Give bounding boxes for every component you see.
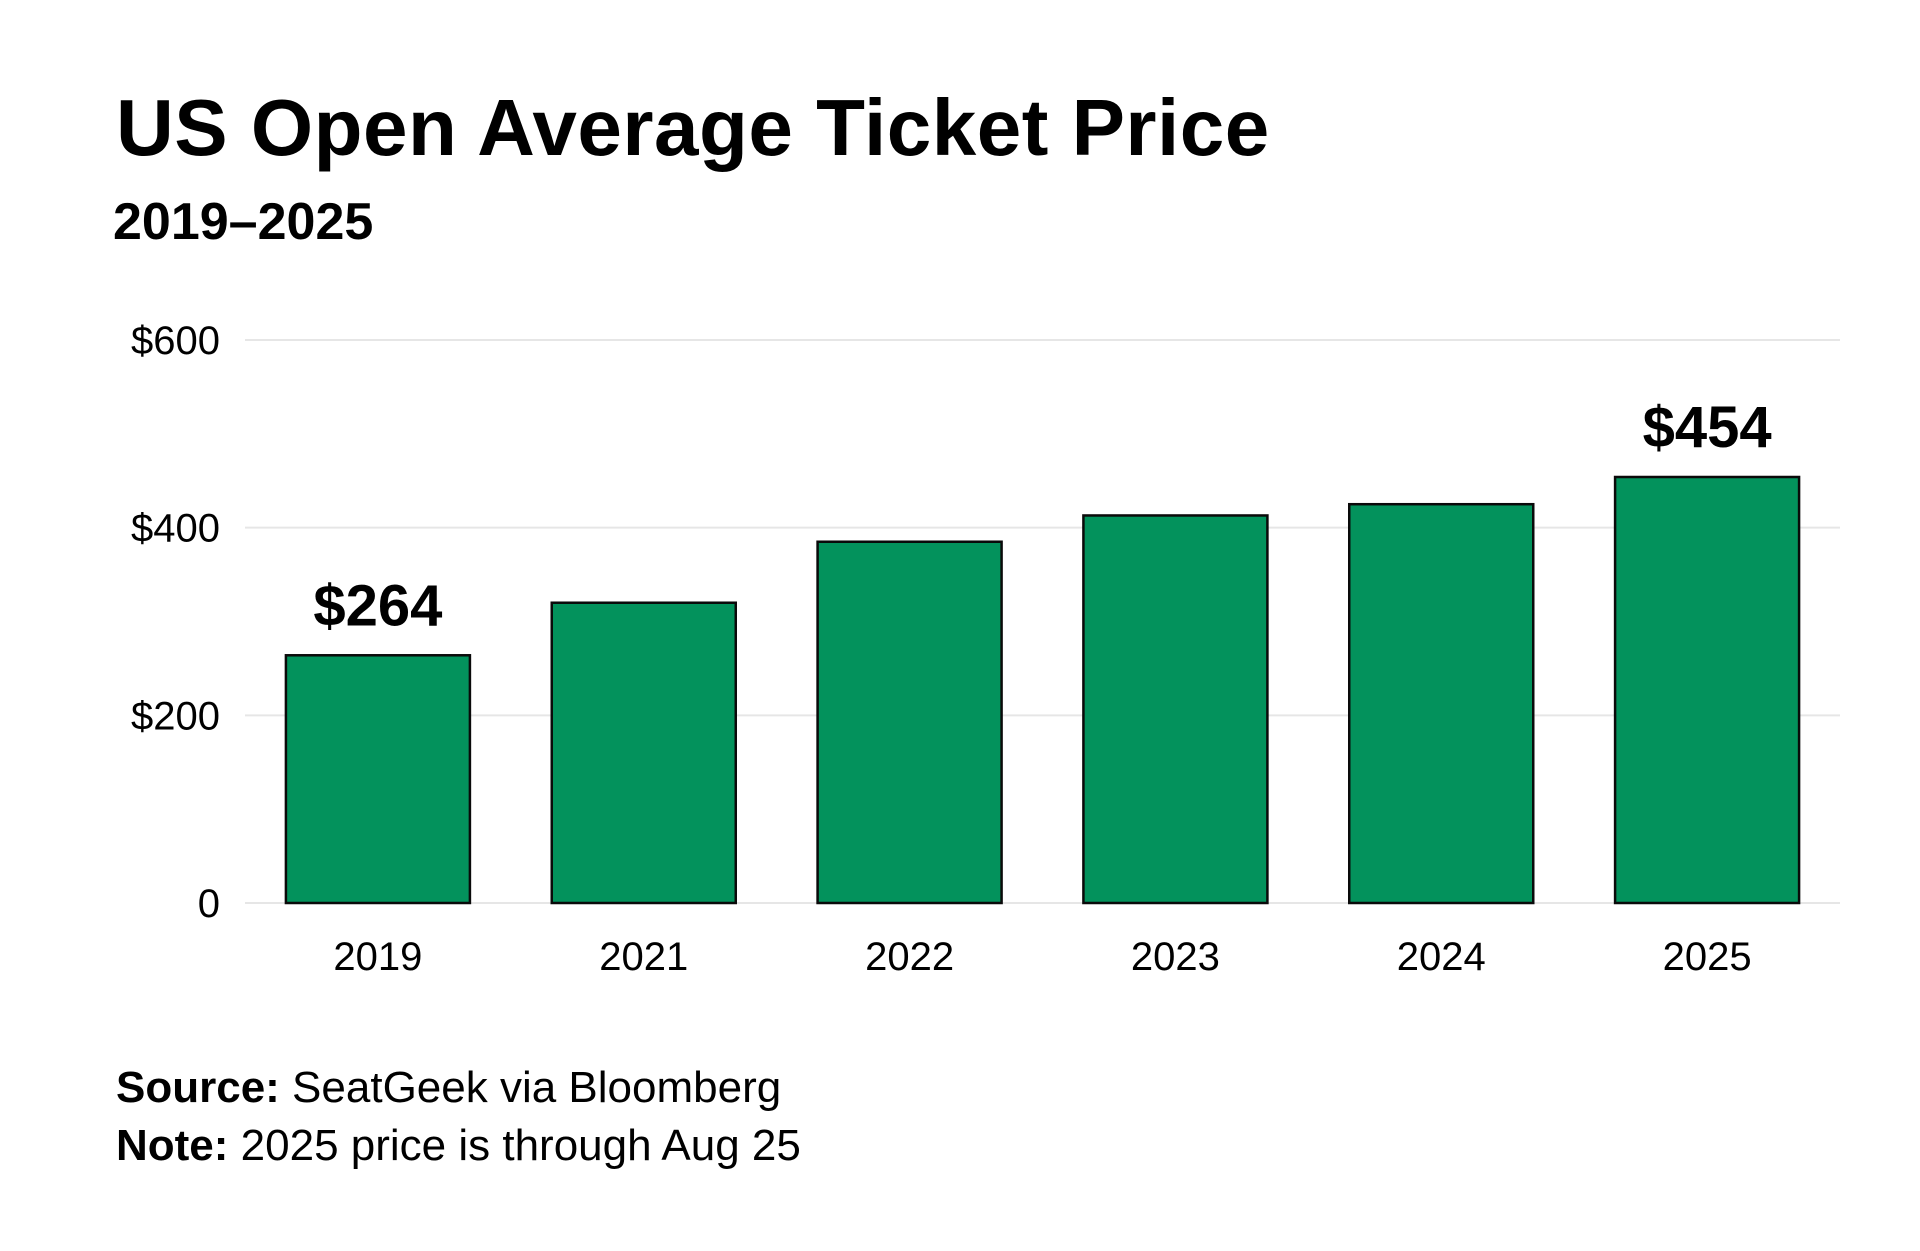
y-tick-label: $400 [131,507,220,551]
source-text: SeatGeek via Bloomberg [279,1063,782,1112]
data-labels: $264 $454 [313,395,1771,638]
bar-2019 [284,654,472,905]
source-note: Source: SeatGeek via Bloomberg [116,1066,781,1110]
bar-2025 [1613,475,1801,905]
x-axis-ticks: 2019 2021 2022 2023 2024 2025 [333,935,1751,979]
x-tick-label: 2024 [1397,935,1486,979]
x-tick-label: 2022 [865,935,954,979]
source-label: Source: [116,1063,280,1112]
y-tick-label: $600 [131,319,220,363]
bar-2021 [550,601,737,905]
x-tick-label: 2019 [333,935,422,979]
data-label: $454 [1643,395,1772,460]
chart-subtitle: 2019–2025 [113,193,374,251]
y-tick-label: $200 [131,694,220,738]
bar-2022 [816,540,1003,905]
x-tick-label: 2023 [1131,935,1220,979]
note-text: 2025 price is through Aug 25 [228,1121,801,1170]
data-label: $264 [313,573,442,638]
y-axis-ticks: 0 $200 $400 $600 [131,319,220,926]
bars [284,475,1801,905]
note-line: Note: 2025 price is through Aug 25 [116,1124,801,1168]
chart-title: US Open Average Ticket Price [116,83,1270,172]
bar-2023 [1082,514,1269,905]
gridlines [245,339,1840,904]
x-tick-label: 2025 [1663,935,1752,979]
note-label: Note: [116,1121,229,1170]
x-tick-label: 2021 [599,935,688,979]
bar-2024 [1348,502,1535,905]
y-tick-label: 0 [198,882,220,926]
